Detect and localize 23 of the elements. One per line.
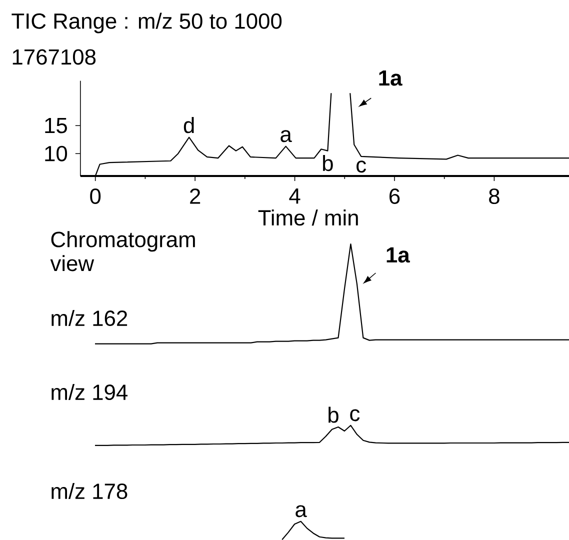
x-tick-label: 8: [489, 188, 500, 204]
annotation: 1a: [386, 247, 410, 263]
x-tick-label: 2: [190, 188, 200, 204]
annotation: b: [328, 406, 338, 423]
annotation: c: [350, 409, 360, 422]
x-axis-title: Time / min: [258, 209, 358, 226]
annotation: b: [323, 154, 333, 172]
chart-subtitle: 1767108: [12, 49, 96, 65]
annotation: Chromatogram view: [50, 231, 195, 272]
y-tick-label: 10: [45, 146, 68, 162]
annotation: d: [184, 117, 194, 134]
chart-title: TIC Range : m/z 50 to 1000: [12, 12, 282, 34]
x-tick-label: 6: [390, 188, 400, 204]
chart-title: m/z 194: [52, 384, 128, 400]
x-tick-label: 0: [90, 188, 101, 204]
y-tick-label: 15: [45, 118, 67, 134]
annotation: c: [356, 160, 366, 173]
x-tick-label: 4: [289, 188, 300, 204]
text: m/z 162: [52, 310, 128, 326]
annotation: a: [280, 130, 292, 142]
chart-title: m/z 178: [52, 482, 128, 500]
annotation: a: [296, 505, 307, 518]
annotation: 1a: [379, 70, 402, 86]
